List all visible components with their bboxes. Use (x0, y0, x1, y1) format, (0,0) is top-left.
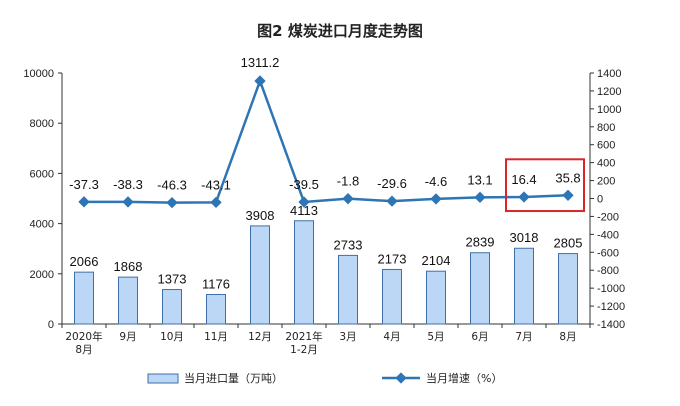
line-point (78, 196, 90, 208)
legend: 当月进口量（万吨） 当月增速（%） (147, 371, 502, 385)
right-tick-label: 200 (597, 176, 615, 188)
bar-value-label: 2173 (378, 251, 407, 266)
line-value-label: -37.3 (69, 177, 99, 192)
left-tick-label: 0 (48, 319, 54, 331)
bar-value-label: 2805 (554, 236, 583, 251)
bar (558, 253, 578, 325)
right-tick-label: 1400 (597, 68, 621, 80)
right-tick-label: -400 (597, 229, 619, 241)
line-point (562, 189, 574, 201)
x-tick-label: 10月 (160, 331, 184, 343)
left-tick-label: 10000 (23, 68, 54, 80)
right-tick-label: -1400 (597, 319, 625, 331)
legend-line-marker (395, 372, 407, 384)
line-point (342, 193, 354, 205)
right-tick-label: 400 (597, 158, 615, 170)
bar (382, 268, 402, 325)
right-tick-label: -200 (597, 211, 619, 223)
line-point (122, 196, 134, 208)
chart-title: 图2 煤炭进口月度走势图 (257, 22, 423, 40)
line-value-label: 13.1 (467, 172, 492, 187)
bar-value-label: 2733 (334, 237, 363, 252)
axes: 0200040006000800010000-1400-1200-1000-80… (23, 68, 625, 356)
line-series (78, 75, 574, 209)
bar-value-label: 1176 (202, 276, 230, 291)
bar-value-label: 2066 (70, 254, 99, 269)
line-value-label: -29.6 (377, 176, 407, 191)
highlight-box (505, 158, 585, 213)
right-tick-label: 800 (597, 122, 615, 134)
bar (250, 225, 270, 325)
bar-value-label: 1373 (158, 272, 187, 287)
legend-line-label: 当月增速（%） (426, 371, 502, 385)
line-point (166, 196, 178, 209)
right-tick-label: -1200 (597, 301, 625, 313)
bar (162, 289, 182, 325)
x-tick-label: 8月 (559, 331, 576, 343)
line-value-label: 16.4 (511, 172, 536, 187)
line-point (386, 195, 398, 207)
bar-value-label: 2839 (466, 235, 495, 250)
line-value-label: -4.6 (425, 174, 447, 189)
left-tick-label: 4000 (30, 219, 54, 231)
left-tick-label: 8000 (30, 118, 54, 130)
x-tick-label: 9月 (119, 331, 136, 343)
x-tick-label: 5月 (427, 331, 444, 343)
bar-value-label: 3908 (246, 208, 275, 223)
line-point (430, 193, 442, 205)
growth-line (83, 79, 569, 204)
line-value-label: -43.1 (201, 177, 231, 192)
right-tick-label: -600 (597, 247, 619, 259)
line-value-label: 1311.2 (241, 55, 280, 70)
right-tick-label: -1000 (597, 283, 625, 295)
bar-value-label: 1868 (114, 259, 143, 274)
x-tick-label: 2021年 1-2月 (285, 330, 322, 356)
right-tick-label: 0 (597, 194, 603, 206)
right-tick-label: 1000 (597, 104, 621, 116)
bar (338, 254, 358, 325)
x-tick-label: 2020年 8月 (65, 330, 102, 356)
line-value-label: -46.3 (157, 178, 187, 193)
bar (74, 271, 94, 325)
line-point (210, 196, 222, 209)
line-point (474, 191, 486, 203)
bar (294, 220, 314, 325)
left-tick-label: 6000 (30, 168, 54, 180)
x-tick-label: 4月 (383, 331, 400, 343)
data-labels: 2066 1868 1373 1176 3908 4113 2733 2173 2104 2839… (69, 55, 582, 292)
right-tick-label: -800 (597, 265, 619, 277)
x-tick-label: 12月 (248, 331, 272, 343)
line-point (298, 196, 310, 208)
x-tick-label: 6月 (471, 331, 488, 343)
right-tick-label: 1200 (597, 86, 621, 98)
legend-bar-label: 当月进口量（万吨） (184, 371, 283, 385)
line-value-label: -1.8 (337, 174, 359, 189)
legend-bar-swatch (147, 373, 179, 384)
bar-value-label: 3018 (510, 230, 539, 245)
right-tick-label: 600 (597, 140, 615, 152)
x-tick-label: 11月 (204, 331, 228, 343)
line-point (254, 75, 266, 87)
bar (118, 276, 138, 325)
line-value-label: 35.8 (555, 170, 580, 185)
bar (206, 293, 226, 325)
line-value-label: -39.5 (289, 177, 319, 192)
bar (470, 252, 490, 325)
bar-value-label: 4113 (290, 203, 318, 218)
x-tick-label: 3月 (339, 331, 356, 343)
bar-value-label: 2104 (422, 253, 451, 268)
highlight-rect (505, 158, 585, 213)
bar-series (74, 220, 578, 325)
line-point (518, 191, 530, 203)
x-tick-label: 7月 (515, 331, 532, 343)
bar (426, 270, 446, 325)
line-value-label: -38.3 (113, 177, 143, 192)
bar (514, 247, 534, 325)
left-tick-label: 2000 (30, 269, 54, 281)
